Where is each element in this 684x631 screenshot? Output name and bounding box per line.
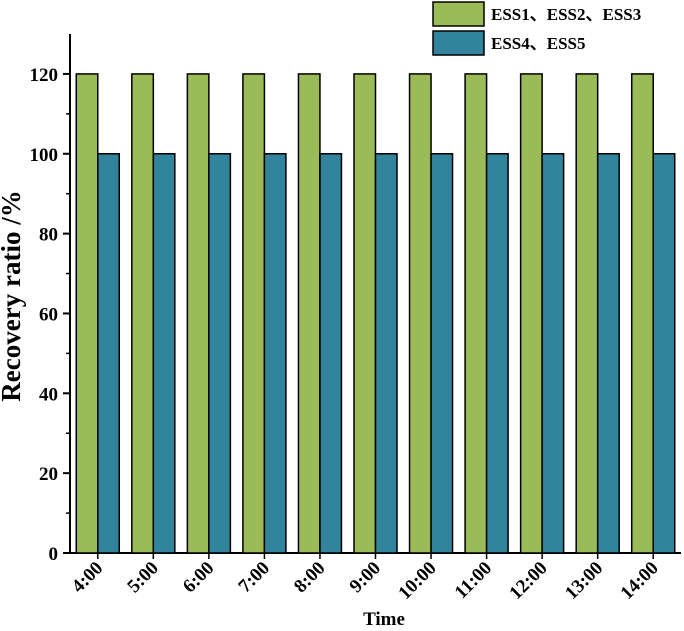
y-tick-label: 120 xyxy=(30,65,59,86)
y-tick-label: 100 xyxy=(30,145,59,166)
x-tick-label: 7:00 xyxy=(234,558,273,597)
bar xyxy=(519,73,543,554)
x-tick-label: 4:00 xyxy=(68,558,107,597)
bar xyxy=(430,153,454,554)
bar xyxy=(485,153,509,554)
legend-swatch xyxy=(432,30,485,56)
bar xyxy=(596,153,620,554)
bar xyxy=(75,73,99,554)
x-tick-label: 10:00 xyxy=(394,558,440,604)
bar xyxy=(319,153,343,554)
legend-label: ESS1、ESS2、ESS3 xyxy=(491,5,641,24)
bar xyxy=(374,153,398,554)
bar xyxy=(630,73,654,554)
bar xyxy=(263,153,287,554)
y-tick-label: 80 xyxy=(39,225,58,246)
y-tick-label: 20 xyxy=(39,464,58,485)
bar xyxy=(353,73,377,554)
bar xyxy=(97,153,121,554)
bar xyxy=(541,153,565,554)
bar xyxy=(297,73,321,554)
bar xyxy=(186,73,210,554)
y-tick-label: 60 xyxy=(39,304,58,325)
x-axis-label: Time xyxy=(363,609,405,630)
x-tick-label: 14:00 xyxy=(617,558,663,604)
x-tick-label: 13:00 xyxy=(561,558,607,604)
y-tick-label: 40 xyxy=(39,384,58,405)
x-tick-label: 12:00 xyxy=(505,558,551,604)
bar xyxy=(131,73,155,554)
legend-swatch xyxy=(432,1,485,27)
bar xyxy=(242,73,266,554)
bar xyxy=(652,153,676,554)
bar xyxy=(575,73,599,554)
y-tick-label: 0 xyxy=(49,544,59,565)
x-tick-label: 8:00 xyxy=(290,558,329,597)
x-tick-label: 9:00 xyxy=(346,558,385,597)
x-tick-label: 5:00 xyxy=(123,558,162,597)
bar xyxy=(464,73,488,554)
legend-label: ESS4、ESS5 xyxy=(491,34,586,53)
bar xyxy=(408,73,432,554)
bar xyxy=(152,153,176,554)
bar xyxy=(208,153,232,554)
x-tick-label: 11:00 xyxy=(451,558,496,603)
x-tick-label: 6:00 xyxy=(179,558,218,597)
y-axis-label: Recovery ratio /% xyxy=(0,190,26,401)
